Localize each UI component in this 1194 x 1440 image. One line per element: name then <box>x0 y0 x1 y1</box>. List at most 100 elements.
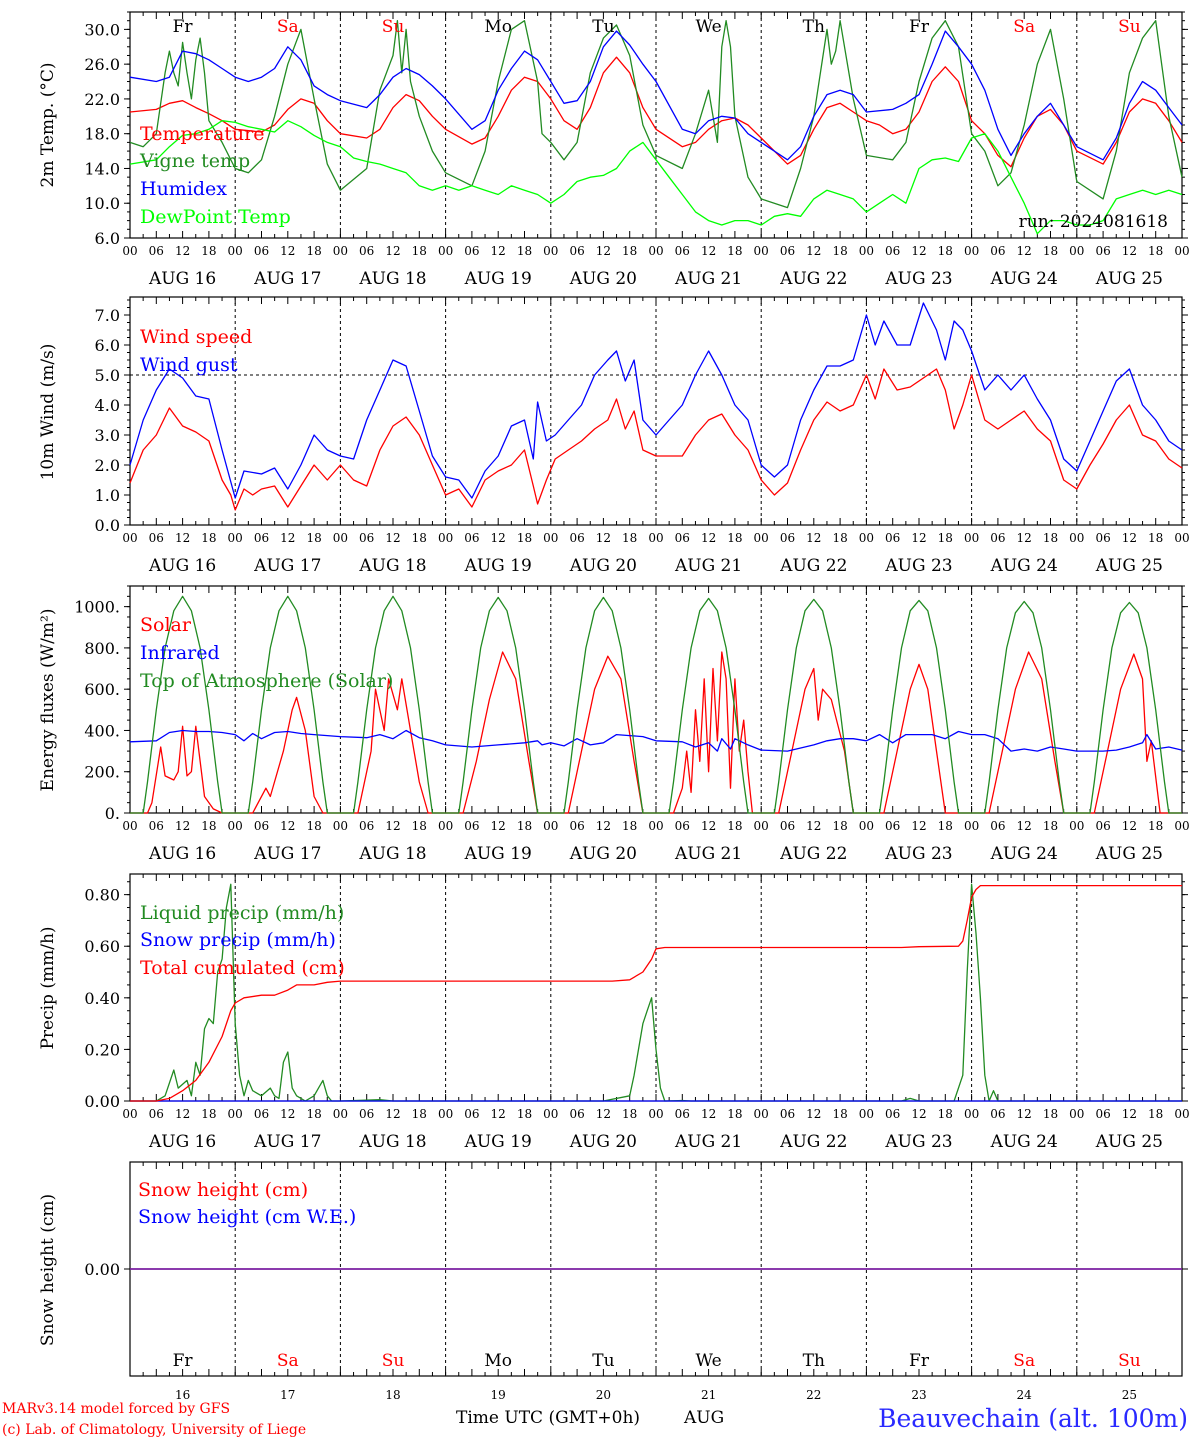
hour-tick-label: 06 <box>675 819 690 833</box>
hour-tick-label: 06 <box>990 531 1005 545</box>
date-label: AUG 17 <box>253 269 321 289</box>
date-label: AUG 23 <box>884 1132 952 1152</box>
legend-entry: Wind gust <box>140 354 238 376</box>
date-label: AUG 18 <box>358 1132 426 1152</box>
hour-tick-label: 00 <box>1069 531 1084 545</box>
hour-tick-label: 18 <box>832 819 847 833</box>
hour-tick-label: 12 <box>1017 531 1032 545</box>
legend-entry: DewPoint Temp <box>140 206 291 228</box>
hour-tick-label: 06 <box>780 531 795 545</box>
hour-tick-label: 18 <box>306 819 321 833</box>
legend-entry: Wind speed <box>140 326 252 348</box>
panel-precip: 0.00 0.20 0.40 0.60 0.80 Precip (mm/h) Liquid … <box>38 873 1190 1152</box>
hour-tick-label: 12 <box>596 1107 611 1121</box>
hour-tick-label: 00 <box>754 531 769 545</box>
hour-tick-label: 00 <box>333 244 348 258</box>
y-tick-label: 0.0 <box>95 516 120 535</box>
legend-entry: Liquid precip (mm/h) <box>140 902 344 924</box>
hour-tick-label: 12 <box>806 1107 821 1121</box>
date-label: AUG 18 <box>358 844 426 864</box>
y-tick-label: 22.0 <box>84 90 120 109</box>
y-tick-label: 0.80 <box>84 886 120 905</box>
weekday-label: Tu <box>592 17 614 37</box>
hour-tick-label: 06 <box>675 244 690 258</box>
weekday-label: Fr <box>173 17 194 37</box>
hour-tick-label: 00 <box>438 531 453 545</box>
hour-tick-label: 06 <box>149 531 164 545</box>
hour-tick-label: 12 <box>491 244 506 258</box>
y-tick-label: 14.0 <box>84 159 120 178</box>
hour-tick-label: 18 <box>201 531 216 545</box>
hour-tick-label: 00 <box>122 531 137 545</box>
x-axis-month: AUG <box>683 1408 724 1428</box>
hour-tick-label: 00 <box>1174 819 1189 833</box>
hour-tick-label: 06 <box>149 819 164 833</box>
hour-tick-label: 00 <box>122 244 137 258</box>
date-label: AUG 21 <box>674 556 742 576</box>
hour-tick-label: 18 <box>938 531 953 545</box>
hour-tick-label: 06 <box>254 244 269 258</box>
hour-tick-label: 00 <box>648 244 663 258</box>
panel-snow: 0.00 Snow height (cm) Snow height (cm) Snow… <box>38 1161 1188 1402</box>
hour-tick-label: 12 <box>596 531 611 545</box>
y-tick-label: 800. <box>84 639 120 658</box>
date-label: AUG 18 <box>358 269 426 289</box>
hour-tick-label: 18 <box>622 531 637 545</box>
hour-tick-label: 12 <box>911 1107 926 1121</box>
hour-tick-label: 06 <box>254 1107 269 1121</box>
legend-entry: Snow height (cm) <box>138 1179 308 1201</box>
hour-tick-label: 06 <box>254 531 269 545</box>
panel-temperature: 6.0 10.0 14.0 18.0 22.0 26.0 30.0 2m Temp. (°C)… <box>38 11 1190 289</box>
hour-tick-label: 00 <box>1174 244 1189 258</box>
hour-tick-label: 06 <box>675 531 690 545</box>
y-tick-label: 26.0 <box>84 55 120 74</box>
weekday-label: Mo <box>484 1351 512 1371</box>
date-label: AUG 24 <box>990 844 1058 864</box>
legend-entry: Solar <box>140 614 192 636</box>
hour-tick-label: 12 <box>596 244 611 258</box>
hour-tick-label: 00 <box>859 531 874 545</box>
hour-tick-label: 12 <box>280 531 295 545</box>
hour-tick-label: 12 <box>1122 531 1137 545</box>
day-number: 18 <box>385 1388 400 1402</box>
hour-tick-label: 12 <box>491 1107 506 1121</box>
hour-tick-label: 12 <box>911 244 926 258</box>
hour-tick-label: 12 <box>701 531 716 545</box>
hour-tick-label: 00 <box>859 1107 874 1121</box>
date-label: AUG 16 <box>148 1132 216 1152</box>
y-tick-label: 7.0 <box>95 306 120 325</box>
hour-tick-label: 06 <box>990 1107 1005 1121</box>
weekday-label: Fr <box>909 17 930 37</box>
hour-tick-label: 18 <box>622 244 637 258</box>
hour-tick-label: 00 <box>228 1107 243 1121</box>
date-label: AUG 20 <box>569 556 637 576</box>
day-number: 21 <box>701 1388 716 1402</box>
hour-tick-label: 06 <box>359 819 374 833</box>
date-label: AUG 19 <box>464 269 532 289</box>
weekday-label: We <box>696 17 722 37</box>
hour-tick-label: 06 <box>254 819 269 833</box>
y-tick-label: 0.20 <box>84 1040 120 1059</box>
y-tick-label: 30.0 <box>84 20 120 39</box>
hour-tick-label: 12 <box>1122 244 1137 258</box>
model-credit: MARv3.14 model forced by GFS <box>2 1401 230 1417</box>
date-label: AUG 25 <box>1095 269 1163 289</box>
hour-tick-label: 12 <box>1017 1107 1032 1121</box>
y-tick-label: 10.0 <box>84 194 120 213</box>
weekday-label: Su <box>1118 17 1141 37</box>
hour-tick-label: 12 <box>385 819 400 833</box>
hour-tick-label: 12 <box>701 244 716 258</box>
hour-tick-label: 18 <box>412 244 427 258</box>
date-label: AUG 22 <box>779 844 847 864</box>
hour-tick-label: 06 <box>990 819 1005 833</box>
hour-tick-label: 18 <box>727 531 742 545</box>
hour-tick-label: 00 <box>543 531 558 545</box>
hour-tick-label: 06 <box>149 1107 164 1121</box>
hour-tick-label: 06 <box>885 819 900 833</box>
date-label: AUG 23 <box>884 844 952 864</box>
panel-wind: 0.0 1.0 2.0 3.0 4.0 5.0 6.0 7.0 10m Wind (m/s) Wi… <box>38 296 1190 576</box>
y-tick-label: 2.0 <box>95 456 120 475</box>
hour-tick-label: 06 <box>569 531 584 545</box>
date-label: AUG 17 <box>253 844 321 864</box>
hour-tick-label: 12 <box>280 244 295 258</box>
